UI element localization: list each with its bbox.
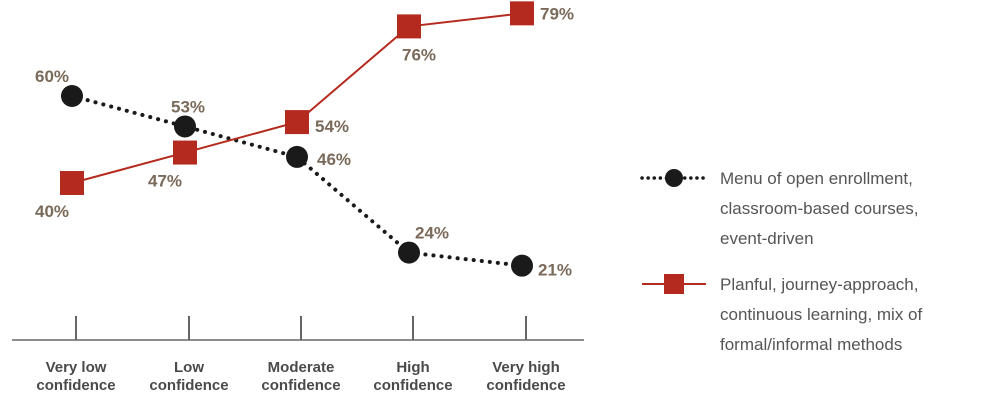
data-label: 60%: [35, 67, 69, 86]
legend-label: Planful, journey-approach,: [720, 275, 918, 294]
data-label: 54%: [315, 117, 349, 136]
data-label: 24%: [415, 224, 449, 243]
x-tick-label: Very high: [492, 359, 560, 376]
x-axis: Very lowconfidenceLowconfidenceModeratec…: [12, 316, 584, 394]
data-point-square: [173, 140, 197, 165]
data-label: 40%: [35, 202, 69, 221]
x-tick-label: High: [396, 359, 429, 376]
data-label: 47%: [148, 172, 182, 191]
x-tick-label: confidence: [149, 377, 228, 394]
data-point-square: [285, 110, 309, 135]
data-point-circle: [286, 145, 308, 168]
legend-label: event-driven: [720, 229, 814, 248]
data-point-circle: [61, 85, 83, 107]
data-labels: 60% 53% 46% 24% 21% 40% 47% 54% 76% 79%: [35, 4, 574, 279]
data-point-circle: [174, 115, 196, 138]
x-tick-label: Very low: [46, 359, 107, 376]
x-tick-label: Low: [174, 359, 204, 376]
data-label: 46%: [317, 150, 351, 169]
plot-area: [60, 1, 534, 277]
x-tick-label: confidence: [261, 377, 340, 394]
data-point-square: [60, 171, 84, 195]
data-label: 53%: [171, 97, 205, 116]
legend: Menu of open enrollment, classroom-based …: [640, 169, 923, 354]
legend-label: formal/informal methods: [720, 335, 902, 354]
legend-marker-circle: [665, 169, 683, 187]
data-point-square: [397, 14, 421, 39]
legend-label: Menu of open enrollment,: [720, 169, 913, 188]
data-point-circle: [398, 241, 420, 264]
data-label: 21%: [538, 261, 572, 280]
data-label: 76%: [402, 45, 436, 64]
legend-marker-square: [664, 274, 684, 294]
legend-label: classroom-based courses,: [720, 199, 918, 218]
data-label: 79%: [540, 4, 574, 23]
data-point-circle: [511, 254, 533, 277]
x-tick-label: confidence: [36, 377, 115, 394]
x-tick-label: confidence: [373, 377, 452, 394]
data-point-square: [510, 1, 534, 26]
x-tick-label: confidence: [486, 377, 565, 394]
x-tick-label: Moderate: [268, 359, 335, 376]
legend-label: continuous learning, mix of: [720, 305, 923, 324]
